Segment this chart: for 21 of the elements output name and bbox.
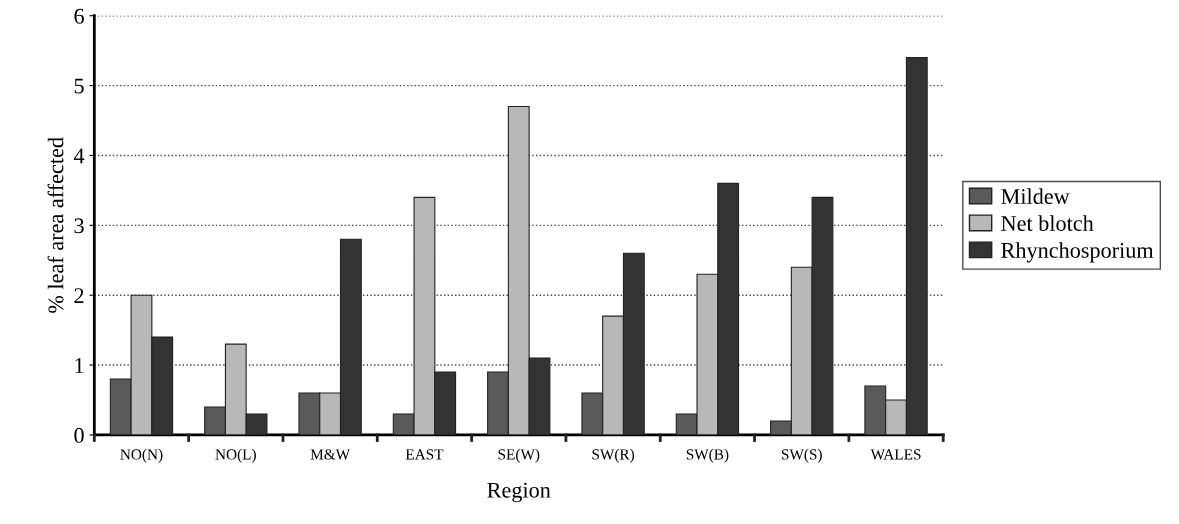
y-axis-title: % leaf area affected (47, 137, 64, 313)
x-tick-label: EAST (405, 449, 444, 460)
x-tick-label: WALES (870, 449, 921, 460)
legend-label: Mildew (1001, 188, 1070, 204)
x-axis-title: Region (487, 482, 551, 503)
legend-label: Net blotch (1001, 215, 1094, 231)
y-tick-label: 1 (75, 358, 84, 373)
x-tick-label: SW(R) (592, 448, 635, 463)
x-tick-label: SE(W) (498, 448, 540, 463)
y-tick-label: 5 (74, 78, 84, 94)
legend-label: Rhynchosporium (1001, 242, 1154, 263)
x-tick-label: NO(N) (120, 448, 163, 463)
x-tick-label: NO(L) (215, 448, 256, 463)
x-tick-label: SW(S) (781, 448, 822, 463)
x-tick-label: SW(B) (686, 448, 729, 463)
y-tick-label: 2 (74, 288, 84, 303)
y-tick-label: 4 (73, 148, 85, 164)
y-tick-label: 6 (74, 8, 84, 24)
x-tick-label: M&W (310, 449, 351, 460)
y-tick-label: 0 (74, 427, 84, 443)
y-tick-label: 3 (74, 218, 84, 234)
